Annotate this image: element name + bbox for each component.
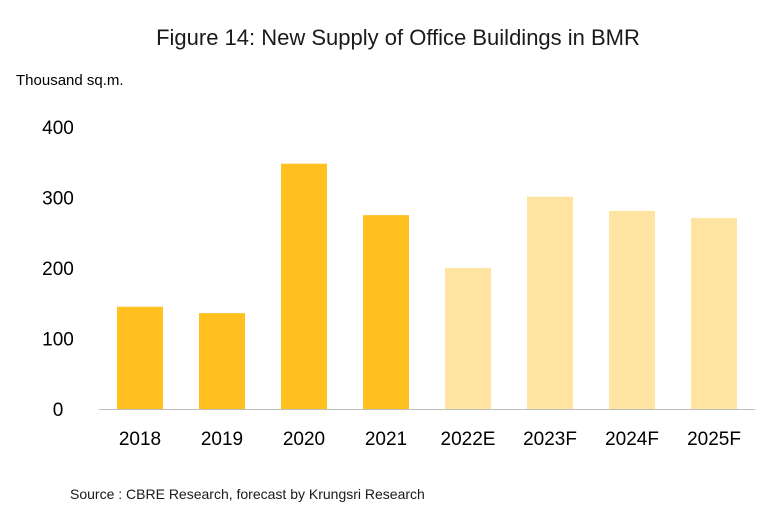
bars bbox=[117, 163, 737, 409]
x-tick-label: 2022E bbox=[441, 429, 496, 450]
bar-2018 bbox=[117, 306, 163, 409]
y-tick-label: 0 bbox=[53, 400, 64, 421]
y-tick-label: 400 bbox=[42, 118, 74, 139]
chart-title: Figure 14: New Supply of Office Building… bbox=[156, 25, 640, 50]
bar-2021 bbox=[363, 215, 409, 409]
y-tick-label: 100 bbox=[42, 330, 74, 351]
x-tick-label: 2025F bbox=[687, 429, 741, 450]
x-tick-label: 2018 bbox=[119, 429, 161, 450]
y-axis-unit-label: Thousand sq.m. bbox=[16, 72, 124, 89]
bar-2024f bbox=[609, 210, 655, 409]
x-tick-label: 2024F bbox=[605, 429, 659, 450]
bar-2025f bbox=[691, 217, 737, 409]
x-tick-label: 2020 bbox=[283, 429, 325, 450]
y-axis-ticks: 0 100 200 300 400 bbox=[42, 118, 74, 421]
source-note: Source : CBRE Research, forecast by Krun… bbox=[70, 486, 425, 502]
bar-2023f bbox=[527, 196, 573, 409]
bar-2019 bbox=[199, 313, 245, 409]
bar-2022e bbox=[445, 268, 491, 409]
x-tick-label: 2019 bbox=[201, 429, 243, 450]
x-tick-label: 2021 bbox=[365, 429, 407, 450]
x-axis-ticks: 2018 2019 2020 2021 2022E 2023F 2024F 2025F bbox=[119, 429, 741, 450]
bar-2020 bbox=[281, 163, 327, 409]
y-tick-label: 300 bbox=[42, 189, 74, 210]
x-tick-label: 2023F bbox=[523, 429, 577, 450]
y-tick-label: 200 bbox=[42, 259, 74, 280]
